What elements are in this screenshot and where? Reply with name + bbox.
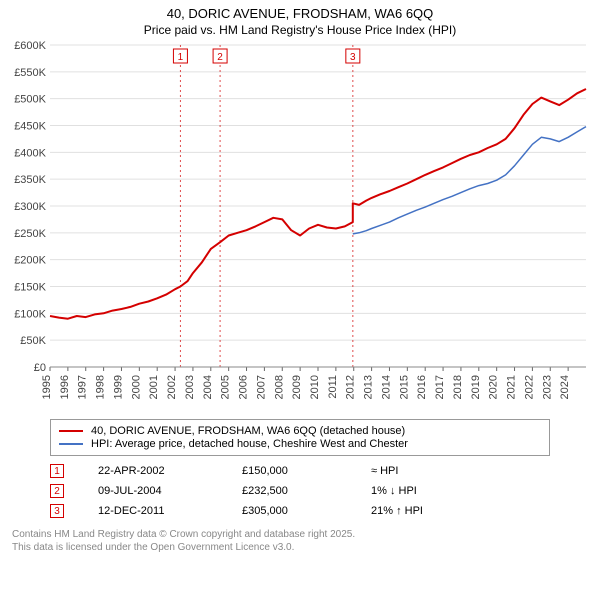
legend-swatch xyxy=(59,430,83,432)
svg-text:2023: 2023 xyxy=(541,375,553,399)
sale-marker: 1 xyxy=(50,464,64,478)
svg-text:3: 3 xyxy=(350,52,356,63)
svg-text:2014: 2014 xyxy=(380,375,392,399)
svg-text:2016: 2016 xyxy=(416,375,428,399)
svg-text:2005: 2005 xyxy=(220,375,232,399)
svg-text:1: 1 xyxy=(178,52,184,63)
sale-date: 22-APR-2002 xyxy=(98,465,208,477)
svg-text:2002: 2002 xyxy=(166,375,178,399)
sale-diff: 1% ↓ HPI xyxy=(371,485,491,497)
svg-text:£200K: £200K xyxy=(14,255,46,267)
sale-diff: ≈ HPI xyxy=(371,465,491,477)
svg-text:2022: 2022 xyxy=(523,375,535,399)
svg-text:2019: 2019 xyxy=(470,375,482,399)
svg-text:2009: 2009 xyxy=(291,375,303,399)
svg-text:2011: 2011 xyxy=(327,375,339,399)
sale-date: 09-JUL-2004 xyxy=(98,485,208,497)
svg-text:£300K: £300K xyxy=(14,201,46,213)
svg-text:1996: 1996 xyxy=(59,375,71,399)
svg-text:2018: 2018 xyxy=(452,375,464,399)
svg-text:2003: 2003 xyxy=(184,375,196,399)
svg-text:£50K: £50K xyxy=(20,335,46,347)
svg-text:2020: 2020 xyxy=(488,375,500,399)
svg-text:£100K: £100K xyxy=(14,308,46,320)
legend-label: HPI: Average price, detached house, Ches… xyxy=(91,438,408,450)
sale-row: 3 12-DEC-2011 £305,000 21% ↑ HPI xyxy=(50,504,600,518)
svg-text:2012: 2012 xyxy=(345,375,357,399)
svg-text:2004: 2004 xyxy=(202,375,214,399)
svg-text:2015: 2015 xyxy=(398,375,410,399)
legend-swatch xyxy=(59,443,83,445)
svg-text:2: 2 xyxy=(217,52,223,63)
legend: 40, DORIC AVENUE, FRODSHAM, WA6 6QQ (det… xyxy=(50,419,550,456)
title-line-2: Price paid vs. HM Land Registry's House … xyxy=(4,23,596,37)
sale-row: 2 09-JUL-2004 £232,500 1% ↓ HPI xyxy=(50,484,600,498)
svg-text:£400K: £400K xyxy=(14,147,46,159)
sale-price: £150,000 xyxy=(242,465,337,477)
legend-row: HPI: Average price, detached house, Ches… xyxy=(59,438,541,450)
svg-text:£600K: £600K xyxy=(14,40,46,52)
svg-text:2010: 2010 xyxy=(309,375,321,399)
svg-text:2001: 2001 xyxy=(148,375,160,399)
sale-marker: 3 xyxy=(50,504,64,518)
sales-table: 1 22-APR-2002 £150,000 ≈ HPI 2 09-JUL-2004 £23… xyxy=(50,464,600,518)
svg-text:2013: 2013 xyxy=(363,375,375,399)
svg-text:1997: 1997 xyxy=(77,375,89,399)
title-line-1: 40, DORIC AVENUE, FRODSHAM, WA6 6QQ xyxy=(4,6,596,21)
svg-text:2008: 2008 xyxy=(273,375,285,399)
svg-text:1999: 1999 xyxy=(112,375,124,399)
legend-row: 40, DORIC AVENUE, FRODSHAM, WA6 6QQ (det… xyxy=(59,425,541,437)
svg-text:2021: 2021 xyxy=(506,375,518,399)
sale-price: £232,500 xyxy=(242,485,337,497)
credit: Contains HM Land Registry data © Crown c… xyxy=(12,528,600,554)
svg-text:2024: 2024 xyxy=(559,375,571,399)
svg-text:2000: 2000 xyxy=(130,375,142,399)
svg-text:£550K: £550K xyxy=(14,67,46,79)
svg-text:2006: 2006 xyxy=(238,375,250,399)
svg-text:£0: £0 xyxy=(34,362,46,374)
sale-marker: 2 xyxy=(50,484,64,498)
chart: £0 £50K £100K £150K £200K £250K £300K £350K £400… xyxy=(0,39,600,411)
title-block: 40, DORIC AVENUE, FRODSHAM, WA6 6QQ Pric… xyxy=(0,0,600,39)
svg-text:1998: 1998 xyxy=(95,375,107,399)
sale-date: 12-DEC-2011 xyxy=(98,505,208,517)
svg-text:£500K: £500K xyxy=(14,94,46,106)
svg-text:£250K: £250K xyxy=(14,228,46,240)
credit-line-1: Contains HM Land Registry data © Crown c… xyxy=(12,528,600,541)
svg-text:2007: 2007 xyxy=(255,375,267,399)
sale-price: £305,000 xyxy=(242,505,337,517)
sale-row: 1 22-APR-2002 £150,000 ≈ HPI xyxy=(50,464,600,478)
svg-text:£350K: £350K xyxy=(14,174,46,186)
legend-label: 40, DORIC AVENUE, FRODSHAM, WA6 6QQ (det… xyxy=(91,425,405,437)
svg-text:£450K: £450K xyxy=(14,121,46,133)
svg-text:1995: 1995 xyxy=(41,375,53,399)
credit-line-2: This data is licensed under the Open Gov… xyxy=(12,541,600,554)
sale-diff: 21% ↑ HPI xyxy=(371,505,491,517)
svg-text:2017: 2017 xyxy=(434,375,446,399)
chart-svg: £0 £50K £100K £150K £200K £250K £300K £350K £400… xyxy=(0,39,600,411)
svg-text:£150K: £150K xyxy=(14,282,46,294)
